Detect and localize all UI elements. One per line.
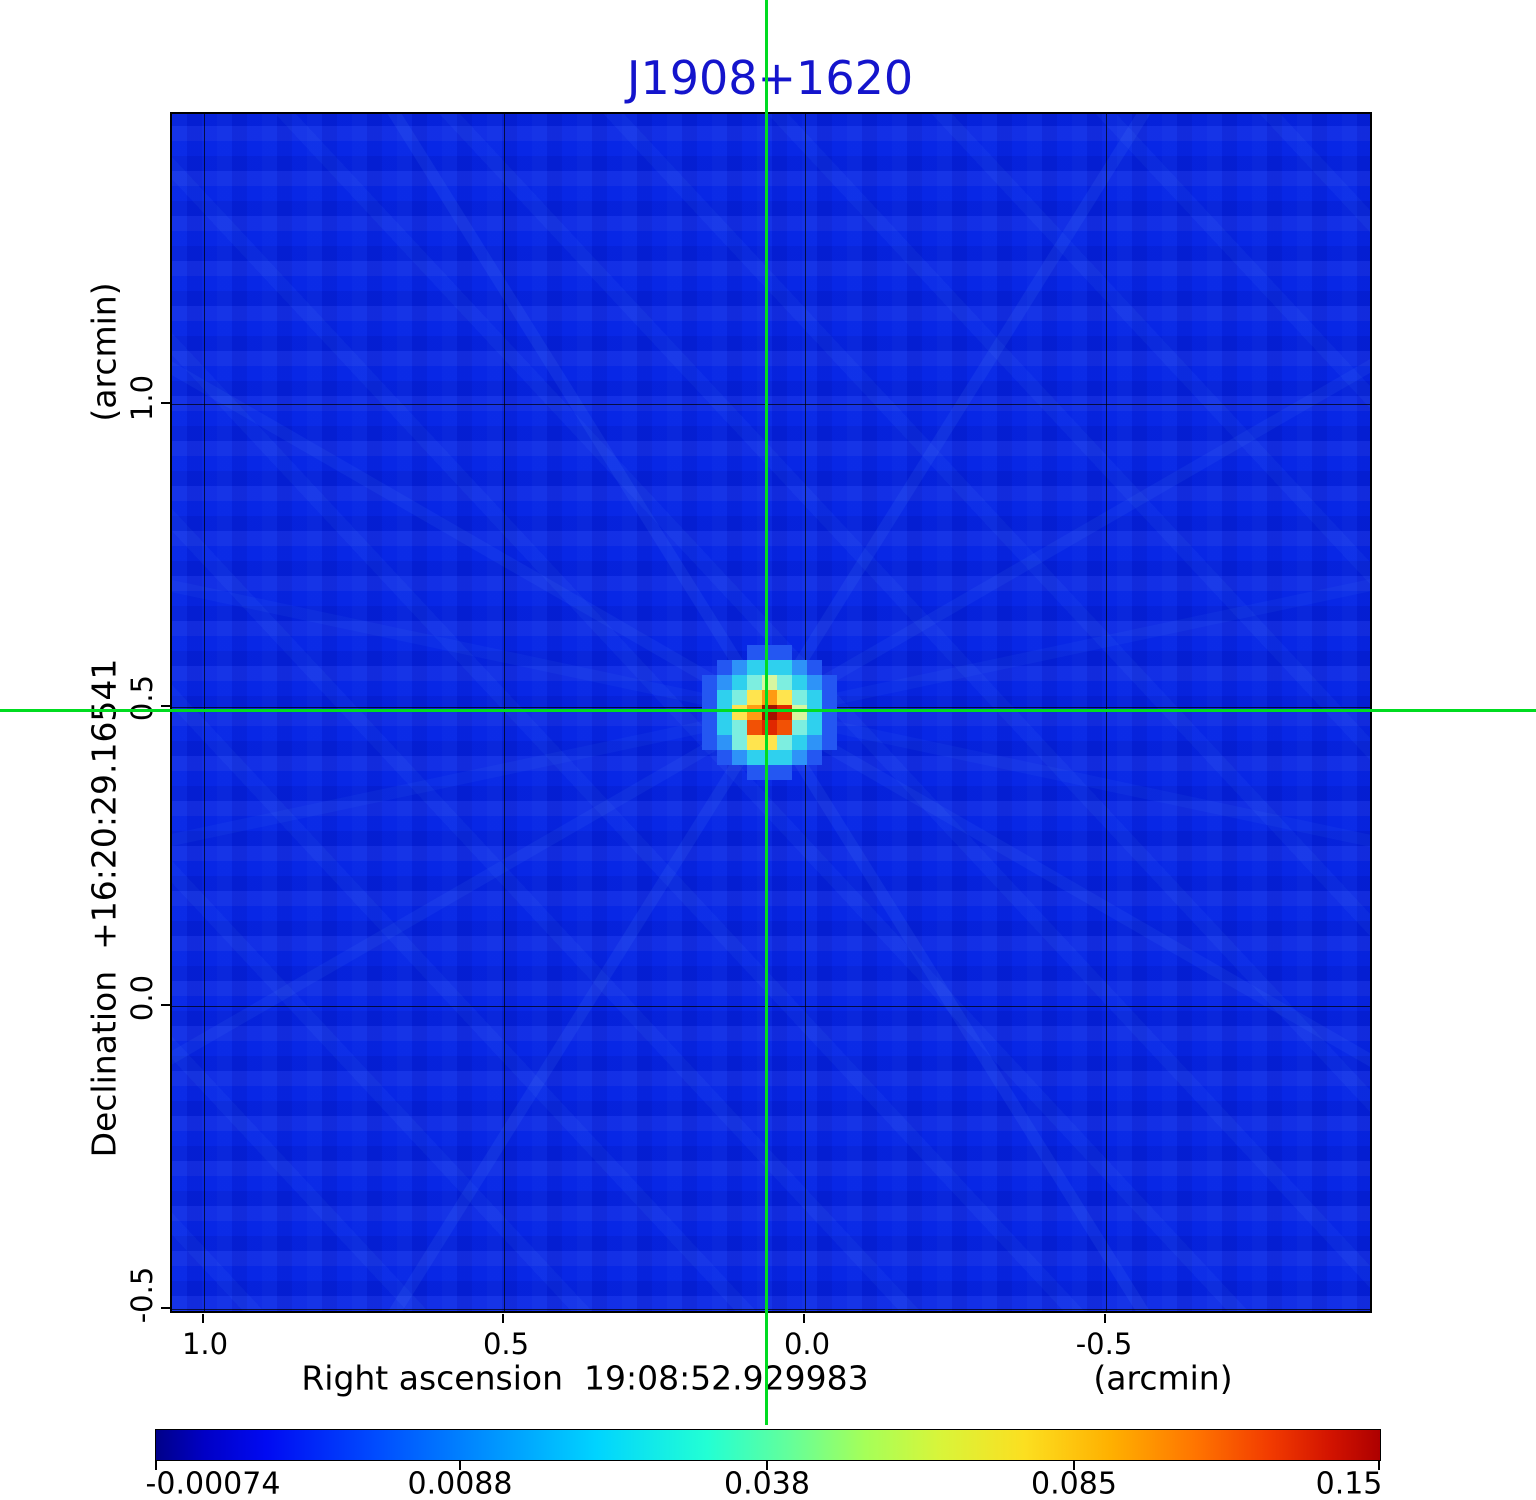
colorbar-tick-mark [1378, 1461, 1380, 1470]
x-tick-label: 0.5 [482, 1327, 530, 1361]
crosshair-horizontal-line [0, 709, 1536, 712]
colorbar-tick-label: 0.085 [1031, 1466, 1117, 1500]
colorbar-tick-label: 0.15 [1315, 1466, 1383, 1500]
source-pixel [717, 750, 732, 765]
source-pixel [747, 735, 762, 750]
source-pixel [732, 750, 747, 765]
source-pixel [747, 645, 762, 660]
source-pixel [792, 705, 807, 720]
source-pixel [732, 675, 747, 690]
colorbar-gradient [155, 1429, 1381, 1461]
source-pixel [732, 705, 747, 720]
source-pixel [777, 675, 792, 690]
source-pixel [717, 735, 732, 750]
source-pixel [732, 720, 747, 735]
colorbar-tick-label: 0.038 [724, 1466, 810, 1500]
source-pixel [777, 750, 792, 765]
colorbar-tick-mark [155, 1461, 157, 1470]
y-tick-mark [161, 1307, 170, 1309]
y-tick-label: 0.5 [125, 674, 159, 722]
source-pixel [792, 735, 807, 750]
y-tick-mark [161, 402, 170, 404]
source-pixel [792, 720, 807, 735]
grid-line-vertical [504, 114, 505, 1311]
source-pixel [792, 750, 807, 765]
y-tick-label: 1.0 [125, 374, 159, 422]
sky-image [170, 112, 1372, 1313]
source-pixel [807, 705, 822, 720]
source-pixel [777, 645, 792, 660]
source-pixel [777, 735, 792, 750]
source-pixel [717, 660, 732, 675]
source-pixel [702, 675, 717, 690]
y-axis-unit-label: (arcmin) [84, 282, 124, 422]
source-pixel [702, 735, 717, 750]
source-pixel [807, 735, 822, 750]
source-pixel [807, 720, 822, 735]
source-pixel [777, 660, 792, 675]
colorbar-tick-label: -0.00074 [145, 1466, 281, 1500]
grid-line-vertical [1106, 114, 1107, 1311]
x-tick-mark [803, 1314, 805, 1323]
x-tick-mark [202, 1314, 204, 1323]
source-pixel [717, 705, 732, 720]
source-pixel [732, 660, 747, 675]
source-pixel [822, 705, 837, 720]
source-pixel [702, 720, 717, 735]
source-blob [702, 645, 837, 780]
crosshair-vertical-line [765, 0, 768, 1425]
source-pixel [807, 750, 822, 765]
source-pixel [807, 675, 822, 690]
x-axis-title: Right ascension 19:08:52.929983 [301, 1358, 869, 1398]
source-pixel [747, 675, 762, 690]
y-tick-label: 0.0 [125, 974, 159, 1022]
x-tick-label: 0.0 [783, 1327, 831, 1361]
grid-line-vertical [204, 114, 205, 1311]
source-pixel [792, 675, 807, 690]
x-axis-unit-label: (arcmin) [1093, 1358, 1233, 1398]
source-pixel [777, 690, 792, 705]
grid-line-horizontal [172, 404, 1370, 405]
colorbar-tick-label: 0.0088 [407, 1466, 513, 1500]
y-tick-mark [161, 1004, 170, 1006]
y-axis-title: Declination +16:20:29.16541 [84, 658, 124, 1158]
source-pixel [732, 690, 747, 705]
source-pixel [777, 705, 792, 720]
source-pixel [747, 750, 762, 765]
x-tick-label: 1.0 [181, 1327, 229, 1361]
source-pixel [747, 720, 762, 735]
source-pixel [777, 720, 792, 735]
y-tick-label: -0.5 [125, 1266, 159, 1324]
source-pixel [717, 690, 732, 705]
source-pixel [822, 675, 837, 690]
grid-line-horizontal [172, 1006, 1370, 1007]
source-pixel [702, 690, 717, 705]
source-pixel [747, 690, 762, 705]
colorbar-tick-mark [459, 1461, 461, 1470]
source-pixel [747, 660, 762, 675]
source-pixel [822, 735, 837, 750]
source-pixel [822, 690, 837, 705]
source-pixel [717, 720, 732, 735]
x-tick-mark [1104, 1314, 1106, 1323]
grid-line-horizontal [172, 1309, 1370, 1310]
figure-title: J1908+1620 [626, 51, 914, 105]
source-pixel [747, 705, 762, 720]
source-pixel [747, 765, 762, 780]
source-pixel [807, 660, 822, 675]
colorbar-tick-mark [766, 1461, 768, 1470]
x-tick-label: -0.5 [1075, 1327, 1133, 1361]
source-pixel [792, 690, 807, 705]
x-tick-mark [502, 1314, 504, 1323]
source-pixel [777, 765, 792, 780]
source-pixel [822, 720, 837, 735]
source-pixel [792, 660, 807, 675]
y-tick-mark [161, 705, 170, 707]
source-pixel [732, 735, 747, 750]
colorbar-tick-mark [1073, 1461, 1075, 1470]
source-pixel [807, 690, 822, 705]
source-pixel [717, 675, 732, 690]
source-pixel [702, 705, 717, 720]
